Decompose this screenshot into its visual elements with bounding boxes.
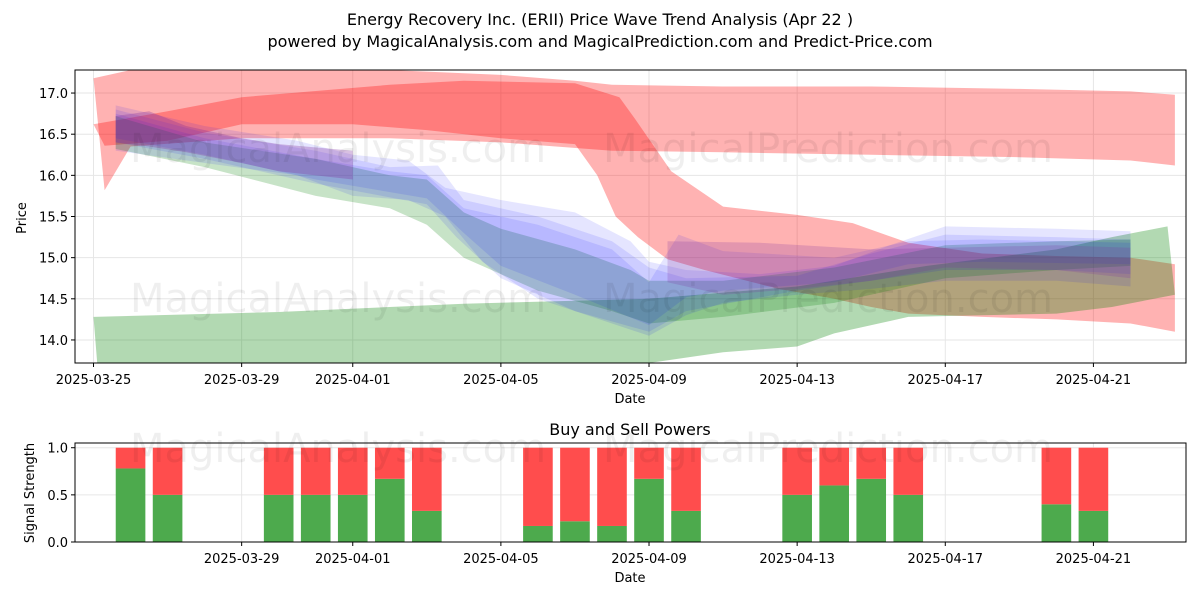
price-y-tick-label: 16.0 <box>39 169 68 184</box>
buy-power-bar <box>634 478 664 542</box>
price-x-axis-label: Date <box>614 392 645 407</box>
price-x-tick-label: 2025-04-17 <box>908 373 984 388</box>
buy-power-bar <box>523 525 553 542</box>
price-band-2 <box>93 80 1175 332</box>
sell-power-bar <box>560 447 590 522</box>
watermark-analysis-bottom: MagicalAnalysis.com <box>130 426 546 472</box>
price-grid <box>75 70 1186 363</box>
buy-sell-title: Buy and Sell Powers <box>549 420 711 439</box>
price-y-tick-label: 17.0 <box>39 87 68 102</box>
price-y-tick-label: 16.5 <box>39 128 68 143</box>
sell-power-bar <box>893 447 924 495</box>
sell-power-bar <box>634 447 664 479</box>
sell-power-bar <box>115 447 146 469</box>
signal-axis-ticks: 2025-03-29 2025-04-01 2025-04-05 2025-04-09… <box>47 442 1131 567</box>
watermark-prediction-top: MagicalPrediction.com <box>603 126 1053 172</box>
price-x-tick-label: 2025-04-13 <box>759 373 835 388</box>
price-band-9 <box>115 111 353 180</box>
sell-power-bar <box>300 447 331 495</box>
price-band-5 <box>115 105 1131 336</box>
signal-x-tick-label: 2025-04-09 <box>611 552 687 567</box>
buy-power-bar <box>1078 510 1109 542</box>
watermark-prediction-mid: MagicalPrediction.com <box>603 276 1053 322</box>
buy-power-bar <box>819 485 849 542</box>
watermark-analysis-top: MagicalAnalysis.com <box>130 126 546 172</box>
signal-bars <box>115 447 1109 542</box>
signal-x-tick-label: 2025-04-17 <box>908 552 984 567</box>
signal-x-tick-label: 2025-03-29 <box>204 552 280 567</box>
buy-power-bar <box>671 510 701 542</box>
price-wave-bands <box>93 70 1175 363</box>
buy-power-bar <box>374 478 405 542</box>
price-x-tick-label: 2025-04-21 <box>1056 373 1132 388</box>
signal-plot-background <box>75 443 1186 542</box>
sell-power-bar <box>374 447 405 479</box>
price-x-tick-label: 2025-04-05 <box>463 373 539 388</box>
buy-sell-power-chart: Buy and Sell Powers MagicalAnalysis.com … <box>23 420 1187 586</box>
buy-power-bar <box>412 510 442 542</box>
price-band-1 <box>93 70 1175 191</box>
sell-power-bar <box>412 447 442 511</box>
buy-power-bar <box>560 521 590 542</box>
sell-power-bar <box>597 447 627 526</box>
buy-power-bar <box>263 494 294 542</box>
signal-y-tick-label: 0.0 <box>47 536 68 551</box>
signal-y-axis-label: Signal Strength <box>23 443 38 543</box>
buy-power-bar <box>337 494 368 542</box>
buy-power-bar <box>152 494 183 542</box>
sell-power-bar <box>671 447 701 511</box>
sell-power-bar <box>263 447 294 495</box>
sell-power-bar <box>819 447 849 486</box>
signal-x-tick-label: 2025-04-05 <box>463 552 539 567</box>
chart-title-line-1: Energy Recovery Inc. (ERII) Price Wave T… <box>346 10 854 29</box>
price-band-8 <box>667 241 1131 295</box>
price-y-tick-label: 14.0 <box>39 334 68 349</box>
signal-x-tick-label: 2025-04-13 <box>759 552 835 567</box>
signal-x-axis-label: Date <box>614 571 645 586</box>
price-x-tick-label: 2025-04-09 <box>611 373 687 388</box>
watermark-analysis-mid: MagicalAnalysis.com <box>130 276 546 322</box>
sell-power-bar <box>337 447 368 495</box>
signal-y-tick-label: 1.0 <box>47 442 68 457</box>
sell-power-bar <box>523 447 553 526</box>
buy-power-bar <box>115 468 146 542</box>
sell-power-bar <box>782 447 812 495</box>
chart-title-line-2: powered by MagicalAnalysis.com and Magic… <box>267 32 933 51</box>
buy-power-bar <box>597 525 627 542</box>
sell-power-bar <box>856 447 887 479</box>
price-band-6 <box>115 109 1131 332</box>
buy-power-bar <box>1041 504 1072 542</box>
sell-power-bar <box>1041 447 1072 505</box>
buy-power-bar <box>782 494 812 542</box>
signal-x-tick-label: 2025-04-21 <box>1056 552 1132 567</box>
price-x-tick-label: 2025-03-29 <box>204 373 280 388</box>
price-y-tick-label: 15.5 <box>39 211 68 226</box>
price-x-tick-label: 2025-03-25 <box>56 373 132 388</box>
price-y-tick-label: 14.5 <box>39 293 68 308</box>
signal-plot-frame <box>74 442 1187 543</box>
price-axis-ticks: 2025-03-25 2025-03-29 2025-04-01 2025-04-05… <box>39 87 1131 388</box>
price-x-tick-label: 2025-04-01 <box>315 373 391 388</box>
price-band-4 <box>115 116 1131 324</box>
signal-y-tick-label: 0.5 <box>47 489 68 504</box>
watermark-prediction-bottom: MagicalPrediction.com <box>603 426 1053 472</box>
price-wave-chart: MagicalAnalysis.com MagicalPrediction.co… <box>15 69 1187 407</box>
buy-power-bar <box>856 478 887 542</box>
sell-power-bar <box>1078 447 1109 511</box>
sell-power-bar <box>152 447 183 495</box>
price-y-tick-label: 15.0 <box>39 252 68 267</box>
signal-x-tick-label: 2025-04-01 <box>315 552 391 567</box>
price-y-axis-label: Price <box>15 202 30 234</box>
buy-power-bar <box>300 494 331 542</box>
price-band-7 <box>115 113 1131 326</box>
buy-power-bar <box>893 494 924 542</box>
price-band-3 <box>93 226 1175 363</box>
